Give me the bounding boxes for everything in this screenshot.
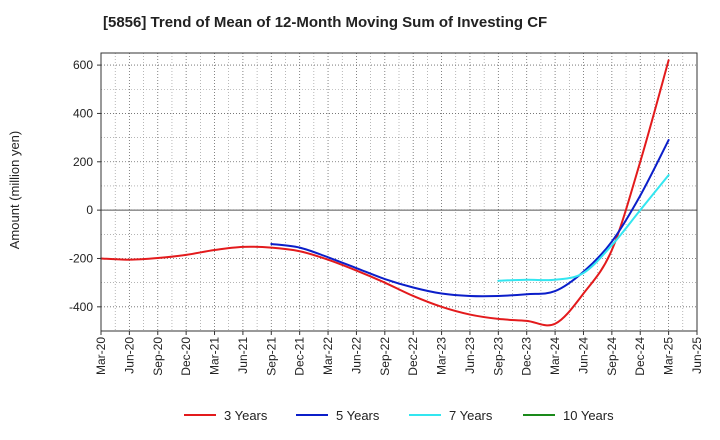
- x-tick-label: Mar-21: [208, 337, 222, 375]
- x-tick-label: Jun-25: [690, 337, 704, 374]
- legend-label: 7 Years: [449, 408, 493, 423]
- x-tick-label: Dec-24: [633, 337, 647, 376]
- y-tick-label: 600: [73, 58, 93, 72]
- x-tick-label: Jun-20: [122, 337, 136, 374]
- x-tick-label: Jun-24: [576, 337, 590, 374]
- legend-label: 10 Years: [563, 408, 614, 423]
- y-tick-labels: -400 -200 0 200 400 600: [69, 58, 101, 314]
- x-tick-label: Jun-21: [236, 337, 250, 374]
- series-line-5-years: [270, 139, 670, 298]
- x-tick-labels: Mar-20 Jun-20 Sep-20 Dec-20 Mar-21 Jun-21 Sep-…: [94, 331, 704, 376]
- series-lines: [100, 59, 670, 327]
- x-tick-label: Dec-21: [293, 337, 307, 376]
- series-line-7-years: [497, 174, 670, 282]
- x-tick-label: Dec-20: [179, 337, 193, 376]
- y-axis-label: Amount (million yen): [7, 131, 22, 250]
- x-tick-label: Sep-20: [151, 337, 165, 376]
- y-tick-label: 0: [86, 203, 93, 217]
- legend-label: 5 Years: [336, 408, 380, 423]
- x-tick-label: Dec-23: [520, 337, 534, 376]
- x-tick-label: Sep-21: [264, 337, 278, 376]
- x-tick-label: Dec-22: [406, 337, 420, 376]
- series-line-3-years: [100, 59, 670, 327]
- y-tick-label: -400: [69, 300, 93, 314]
- x-tick-label: Mar-24: [548, 337, 562, 375]
- legend-label: 3 Years: [224, 408, 268, 423]
- plot-border: [100, 52, 698, 332]
- y-tick-label: 200: [73, 155, 93, 169]
- x-tick-label: Sep-22: [378, 337, 392, 376]
- y-tick-label: 400: [73, 106, 93, 120]
- x-tick-label: Jun-23: [463, 337, 477, 374]
- y-tick-label: -200: [69, 251, 93, 265]
- axes: [100, 52, 698, 332]
- x-tick-label: Mar-22: [321, 337, 335, 375]
- x-tick-label: Sep-24: [605, 337, 619, 376]
- x-tick-label: Jun-22: [349, 337, 363, 374]
- legend: 3 Years 5 Years 7 Years 10 Years: [184, 408, 614, 423]
- chart-title: [5856] Trend of Mean of 12-Month Moving …: [103, 14, 548, 31]
- x-tick-label: Mar-25: [662, 337, 676, 375]
- x-tick-label: Sep-23: [491, 337, 505, 376]
- x-tick-label: Mar-23: [435, 337, 449, 375]
- x-tick-label: Mar-20: [94, 337, 108, 375]
